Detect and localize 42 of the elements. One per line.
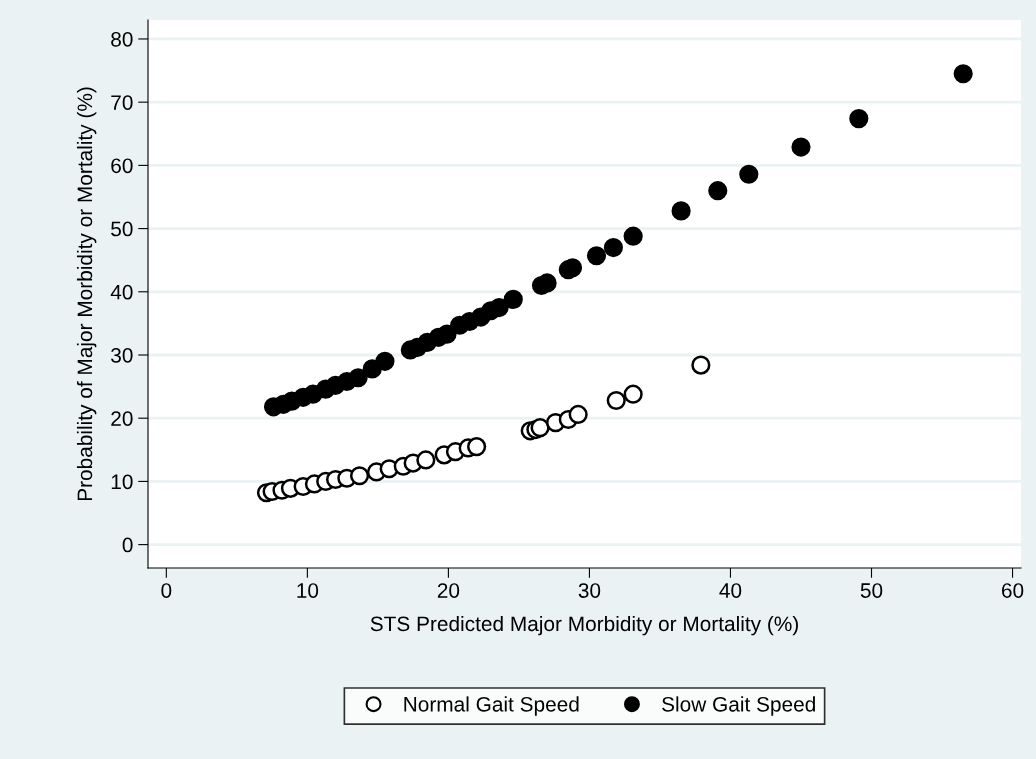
x-tick-label: 30 xyxy=(578,583,601,598)
point xyxy=(623,384,643,404)
point xyxy=(503,289,523,309)
x-axis-title: STS Predicted Major Morbidity or Mortality (%) xyxy=(370,615,798,636)
x-tick-label: 50 xyxy=(860,583,883,598)
legend-label: Normal Gait Speed xyxy=(404,696,579,716)
point xyxy=(489,298,509,318)
point xyxy=(623,226,643,246)
x-tick-label: 10 xyxy=(297,583,319,598)
y-tick-label: 20 xyxy=(111,411,133,426)
point xyxy=(603,237,623,258)
y-tick-label: 80 xyxy=(111,31,133,47)
y-tick-label: 50 xyxy=(111,221,133,237)
point xyxy=(953,64,973,84)
point xyxy=(739,164,759,184)
point xyxy=(708,181,728,201)
legend-label: Slow Gait Speed xyxy=(662,696,815,716)
point xyxy=(348,368,368,388)
x-tick-label: 40 xyxy=(719,583,742,598)
point xyxy=(416,450,436,470)
point xyxy=(691,355,711,375)
point xyxy=(375,351,395,371)
y-tick-label: 40 xyxy=(110,284,133,300)
point xyxy=(349,466,370,486)
point xyxy=(791,137,811,157)
point xyxy=(586,246,607,266)
x-tick-label: 60 xyxy=(1002,583,1024,598)
point xyxy=(467,437,487,457)
y-tick-label: 0 xyxy=(122,537,133,553)
point xyxy=(537,273,557,293)
y-tick-label: 60 xyxy=(111,158,133,174)
y-tick-label: 10 xyxy=(111,474,133,490)
y-axis-title: Probability of Major Morbidity or Mortality (%) xyxy=(76,87,97,501)
point xyxy=(849,109,869,129)
point xyxy=(568,404,588,424)
x-tick-label: 20 xyxy=(437,583,460,598)
point xyxy=(671,201,691,221)
x-tick-label: 0 xyxy=(161,583,172,598)
point xyxy=(606,390,626,411)
y-tick-label: 30 xyxy=(111,348,133,363)
y-tick-label: 70 xyxy=(111,95,133,110)
point xyxy=(437,324,457,344)
